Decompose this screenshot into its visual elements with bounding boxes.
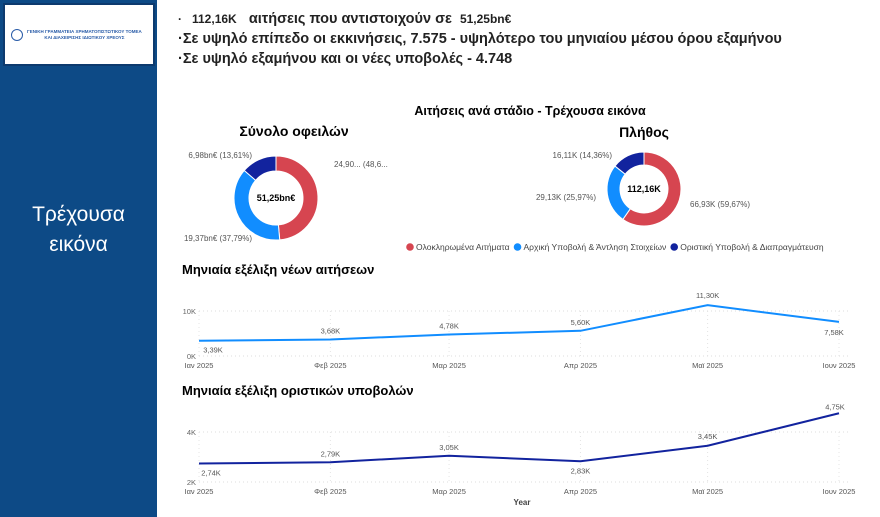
data-label: 7,58K — [824, 328, 844, 337]
bullet-2: ·Σε υψηλό επίπεδο οι εκκινήσεις, 7.575 -… — [178, 31, 782, 47]
slice-label: 19,37bn€ (37,79%) — [184, 234, 252, 243]
donut-amount-title: Σύνολο οφειλών — [239, 123, 348, 139]
x-tick-label: Ιουν 2025 — [823, 361, 856, 370]
x-tick-label: Φεβ 2025 — [314, 487, 346, 496]
emblem-icon — [11, 28, 23, 41]
donut-count: 66,93K (59,67%) 29,13K (25,97%) 16,11K (14… — [536, 151, 750, 227]
x-tick-label: Μαϊ 2025 — [692, 361, 723, 370]
data-label: 5,60K — [571, 318, 591, 327]
y-tick-label: 10K — [183, 307, 196, 316]
donut-amount: 24,90... (48,6... 19,37bn€ (37,79%) 6,98bn… — [184, 151, 388, 243]
data-label: 3,45K — [698, 432, 718, 441]
legend-dot — [406, 243, 414, 251]
x-tick-label: Μαρ 2025 — [432, 361, 466, 370]
data-label: 2,79K — [321, 449, 341, 458]
bullet-1: · 112,16K αιτήσεις που αντιστοιχούν σε 5… — [178, 11, 512, 27]
legend: Ολοκληρωμένα Αιτήματα Αρχική Υποβολή & Άν… — [406, 242, 824, 252]
x-tick-label: Ιαν 2025 — [185, 487, 214, 496]
x-tick-label: Ιουν 2025 — [823, 487, 856, 496]
sidebar: ΓΕΝΙΚΗ ΓΡΑΜΜΑΤΕΙΑ ΧΡΗΜΑΤΟΠΙΣΤΩΤΙΚΟΥ ΤΟΜΕ… — [0, 0, 157, 517]
x-tick-label: Απρ 2025 — [564, 487, 597, 496]
data-label: 3,68K — [321, 326, 341, 335]
legend-item: Οριστική Υποβολή & Διαπραγμάτευση — [680, 242, 824, 252]
legend-item: Αρχική Υποβολή & Άντληση Στοιχείων — [524, 242, 667, 252]
bullet-2-text: Σε υψηλό επίπεδο οι εκκινήσεις, 7.575 - … — [182, 31, 782, 47]
legend-dot — [513, 243, 522, 251]
section-title: Αιτήσεις ανά στάδιο - Τρέχουσα εικόνα — [414, 104, 646, 118]
logo-line2: ΚΑΙ ΔΙΑΧΕΙΡΙΣΗΣ ΙΔΙΩΤΙΚΟΥ ΧΡΕΟΥΣ — [44, 34, 125, 40]
x-tick-label: Μαϊ 2025 — [692, 487, 723, 496]
data-label: 4,78K — [439, 321, 459, 330]
line-final-title: Μηνιαία εξέλιξη οριστικών υποβολών — [182, 383, 414, 398]
logo: ΓΕΝΙΚΗ ΓΡΑΜΜΑΤΕΙΑ ΧΡΗΜΑΤΟΠΙΣΤΩΤΙΚΟΥ ΤΟΜΕ… — [3, 3, 155, 66]
total-count: 112,16K — [192, 12, 237, 26]
bullet-1-text: αιτήσεις που αντιστοιχούν σε — [248, 11, 452, 27]
summary-bullets: · 112,16K αιτήσεις που αντιστοιχούν σε 5… — [178, 9, 782, 69]
donut-center-label: 112,16K — [627, 184, 661, 194]
title-line2: εικόνα — [49, 233, 108, 256]
title-line1: Τρέχουσα — [32, 203, 125, 226]
data-label: 3,39K — [203, 346, 223, 355]
line-new-title: Μηνιαία εξέλιξη νέων αιτήσεων — [182, 262, 374, 277]
y-tick-label: 2K — [187, 478, 196, 487]
slice-label: 66,93K (59,67%) — [690, 200, 750, 209]
x-tick-label: Ιαν 2025 — [185, 361, 214, 370]
data-label: 3,05K — [439, 443, 459, 452]
donut-slice — [243, 155, 277, 182]
slice-label: 6,98bn€ (13,61%) — [188, 151, 252, 160]
legend-dot — [670, 243, 679, 251]
data-label: 2,74K — [201, 469, 221, 478]
legend-item: Ολοκληρωμένα Αιτήματα — [416, 242, 510, 252]
x-tick-label: Απρ 2025 — [564, 361, 597, 370]
data-label: 4,75K — [825, 402, 845, 411]
donut-slice — [622, 151, 682, 227]
line-chart-new: 0K 10K Ιαν 2025 Φεβ 2025 Μαρ 2025 Απρ 2025 Μαϊ… — [183, 291, 856, 370]
bullet-3: ·Σε υψηλό εξαμήνου και οι νέες υποβολές … — [178, 51, 513, 67]
donut-slice — [614, 151, 645, 175]
y-tick-label: 0K — [187, 352, 196, 361]
donut-slice — [233, 169, 281, 241]
x-tick-label: Μαρ 2025 — [432, 487, 466, 496]
page-title: Τρέχουσα εικόνα — [0, 200, 157, 260]
x-tick-label: Φεβ 2025 — [314, 361, 346, 370]
logo-line1: ΓΕΝΙΚΗ ΓΡΑΜΜΑΤΕΙΑ ΧΡΗΜΑΤΟΠΙΣΤΩΤΙΚΟΥ ΤΟΜΕ… — [27, 28, 142, 34]
series-line — [198, 304, 840, 342]
slice-label: 24,90... (48,6... — [334, 160, 388, 169]
slice-label: 29,13K (25,97%) — [536, 193, 596, 202]
series-line — [198, 412, 840, 465]
line-chart-final: 2K 4K Ιαν 2025 Φεβ 2025 Μαρ 2025 Απρ 2025 Μαϊ … — [185, 402, 856, 496]
bullet-3-text: Σε υψηλό εξαμήνου και οι νέες υποβολές -… — [182, 51, 513, 67]
data-label: 11,30K — [696, 291, 719, 300]
data-label: 2,83K — [571, 466, 591, 475]
donut-count-title: Πλήθος — [619, 124, 669, 140]
y-tick-label: 4K — [187, 428, 196, 437]
slice-label: 16,11K (14,36%) — [553, 151, 613, 160]
x-axis-label: Year — [514, 498, 531, 507]
donut-center-label: 51,25bn€ — [257, 193, 296, 203]
total-amount: 51,25bn€ — [459, 12, 512, 26]
